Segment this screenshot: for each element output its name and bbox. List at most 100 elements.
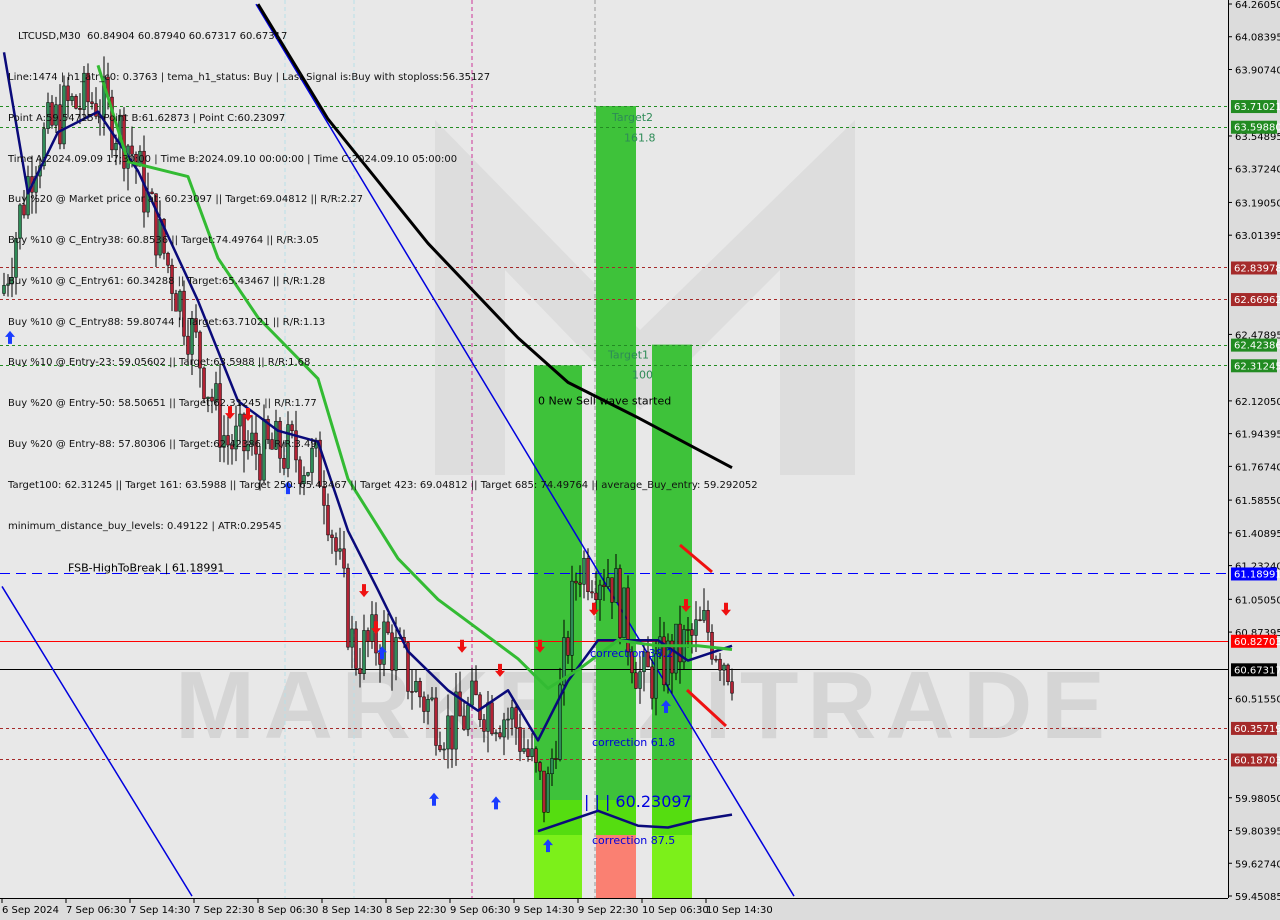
trendline: [1, 586, 193, 897]
candle-body: [150, 191, 154, 194]
x-tick-label: 8 Sep 14:30: [322, 905, 382, 916]
buy-arrow-icon: [377, 646, 387, 660]
candle-body: [42, 128, 46, 167]
buy-arrow-icon: [543, 839, 553, 853]
candle-body: [638, 671, 642, 689]
price-level-tag: [1231, 753, 1277, 767]
candle-body: [366, 630, 370, 642]
candle-body: [518, 727, 522, 752]
candle-body: [602, 584, 606, 587]
candle-body: [442, 748, 446, 751]
target-zone-bottom: [534, 835, 582, 898]
candle-body: [730, 681, 734, 694]
y-tick-label: 61.94395: [1235, 430, 1280, 441]
candle-body: [614, 568, 618, 603]
candle-body: [642, 651, 646, 673]
candle-body: [502, 719, 506, 738]
candle-body: [622, 587, 626, 638]
info-line: Point A:59.54725 | Point B:61.62873 | Po…: [8, 112, 286, 124]
price-level-tag-text: 60.82703: [1234, 637, 1280, 648]
sell-arrow-icon: [681, 598, 691, 612]
info-line: minimum_distance_buy_levels: 0.49122 | A…: [8, 520, 282, 532]
candle-body: [22, 204, 26, 216]
candle-body: [90, 101, 94, 104]
candle-body: [434, 697, 438, 746]
candle-body: [706, 610, 710, 633]
candle-body: [230, 444, 234, 450]
candle-body: [334, 537, 338, 552]
candle-body: [698, 619, 702, 621]
candle-body: [426, 698, 430, 712]
y-tick-label: 61.23240: [1235, 562, 1280, 573]
x-tick-label: 9 Sep 06:30: [450, 905, 510, 916]
candle-body: [570, 580, 574, 656]
sell-channel-line: [679, 543, 713, 574]
candle-body: [370, 614, 374, 642]
candle-body: [266, 418, 270, 440]
candle-body: [678, 623, 682, 663]
candle-body: [350, 628, 354, 648]
price-level-tag: [1231, 663, 1277, 677]
candle-body: [514, 707, 518, 728]
candle-body: [198, 331, 202, 369]
chart-annotation: correction 38.2: [590, 647, 673, 660]
candle-body: [254, 432, 258, 455]
candle-body: [386, 621, 390, 634]
candle-body: [422, 696, 426, 712]
candle-body: [714, 658, 718, 661]
candle-body: [562, 637, 566, 686]
price-level-tag: [1231, 100, 1277, 114]
candle-body: [582, 557, 586, 585]
y-tick-label: 63.01395: [1235, 231, 1280, 242]
candle-body: [606, 577, 610, 587]
sell-arrow-icon: [589, 602, 599, 616]
candle-body: [430, 697, 434, 700]
candle-body: [722, 664, 726, 671]
price-level-tag: [1231, 721, 1277, 735]
candle-body: [110, 96, 114, 151]
chart-annotation: | | | 60.23097: [584, 792, 692, 811]
candle-body: [506, 718, 510, 721]
candle-body: [358, 668, 362, 674]
candle-body: [242, 413, 246, 452]
candle-body: [194, 318, 198, 333]
candle-body: [302, 475, 306, 485]
info-line: Target100: 62.31245 || Target 161: 63.59…: [8, 479, 758, 491]
moving-average-line: [537, 809, 733, 833]
candle-body: [70, 96, 74, 101]
candle-body: [342, 548, 346, 569]
info-line: Buy %10 @ Entry-23: 59.05602 || Target:6…: [8, 357, 311, 369]
y-tick-label: 62.47895: [1235, 330, 1280, 341]
price-level-tag: [1231, 293, 1277, 307]
candle-body: [234, 425, 238, 450]
price-level-tag-text: 63.71021: [1234, 102, 1280, 113]
candle-body: [462, 715, 466, 730]
candle-body: [310, 447, 314, 473]
buy-arrow-icon: [5, 330, 15, 344]
candle-body: [510, 707, 514, 720]
candle-body: [222, 435, 226, 448]
candle-body: [330, 534, 334, 538]
candle-body: [338, 548, 342, 552]
buy-arrow-icon: [491, 796, 501, 810]
candle-body: [50, 102, 54, 126]
candle-body: [170, 264, 174, 294]
candle-body: [650, 666, 654, 699]
candle-body: [202, 367, 206, 399]
candle-body: [318, 439, 322, 487]
candle-body: [298, 459, 302, 485]
candle-body: [58, 104, 62, 145]
candle-body: [454, 691, 458, 750]
candle-body: [218, 383, 222, 448]
price-level-tag-text: 61.18991: [1234, 569, 1280, 580]
y-tick-label: 63.90740: [1235, 65, 1280, 76]
chart-annotation: 0 New Sell wave started: [538, 395, 671, 408]
candle-body: [538, 762, 542, 772]
x-tick-label: 10 Sep 14:30: [706, 905, 773, 916]
candle-body: [54, 104, 58, 126]
candle-body: [586, 557, 590, 592]
candle-body: [690, 629, 694, 636]
price-level-tag: [1231, 120, 1277, 134]
candle-body: [494, 732, 498, 735]
